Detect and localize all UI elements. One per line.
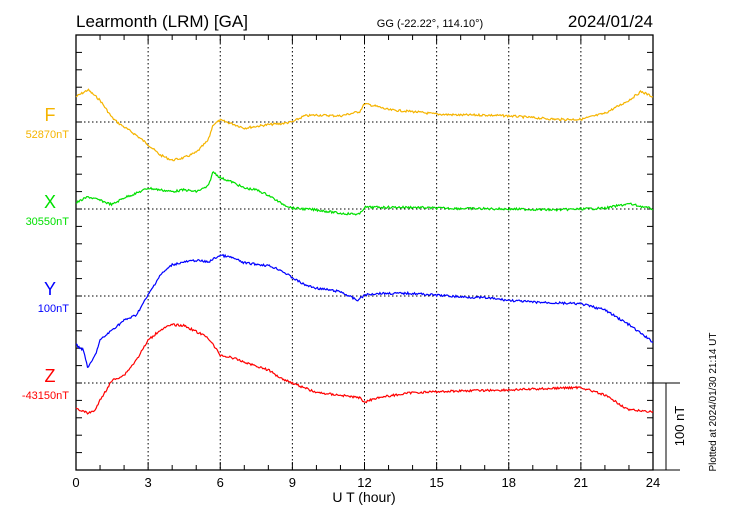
x-tick-label: 0 <box>72 475 79 490</box>
station-coords: GG (-22.22°, 114.10°) <box>377 18 483 30</box>
station-title: Learmonth (LRM) [GA] <box>76 12 248 31</box>
series-f-baseline: 52870nT <box>26 129 70 141</box>
series-y-line <box>75 253 654 368</box>
x-tick-label: 12 <box>357 475 371 490</box>
x-axis-label: U T (hour) <box>332 489 395 505</box>
x-tick-label: 15 <box>429 475 443 490</box>
scale-label: 100 nT <box>672 406 687 447</box>
date-label: 2024/01/24 <box>568 12 653 31</box>
series-z-line <box>75 323 654 415</box>
series-y-baseline: 100nT <box>38 303 69 315</box>
x-tick-label: 18 <box>502 475 516 490</box>
x-tick-label: 21 <box>574 475 588 490</box>
series-x-line <box>75 171 654 216</box>
series-x-name: X <box>44 192 56 212</box>
series-f-line <box>75 88 654 162</box>
series-f-name: F <box>45 105 56 125</box>
x-tick-label: 24 <box>646 475 660 490</box>
series-z-baseline: -43150nT <box>22 390 69 402</box>
series-y-name: Y <box>44 279 56 299</box>
series-x-baseline: 30550nT <box>26 216 70 228</box>
x-tick-label: 9 <box>289 475 296 490</box>
series-z-name: Z <box>45 366 56 386</box>
plotted-timestamp: Plotted at 2024/01/30 21:14 UT <box>708 333 719 472</box>
x-tick-label: 6 <box>217 475 224 490</box>
x-tick-label: 3 <box>145 475 152 490</box>
